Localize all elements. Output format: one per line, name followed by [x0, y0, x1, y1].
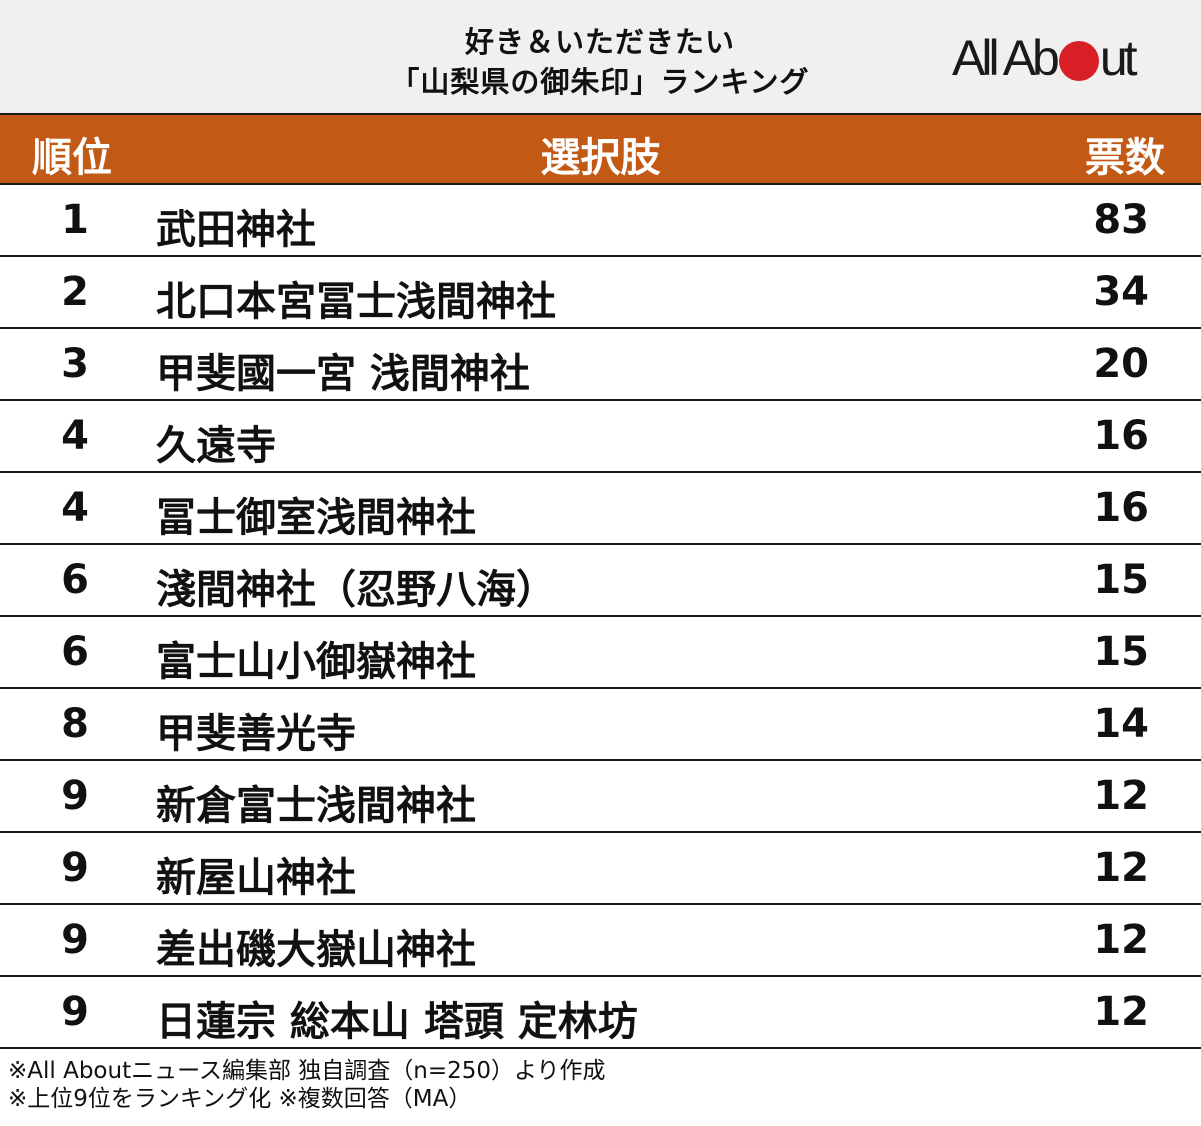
- name-cell: 日蓮宗 総本山 塔頭 定林坊: [156, 999, 638, 1045]
- header-votes: 票数: [1085, 135, 1165, 181]
- ranking-table: 1 武田神社 83 2 北口本宮冨士浅間神社 34 3 甲斐國一宮 浅間神社 2…: [0, 185, 1201, 1049]
- table-header: 選択肢 順位 票数: [0, 113, 1201, 185]
- votes-cell: 16: [1093, 413, 1149, 459]
- table-row: 1 武田神社 83: [0, 185, 1201, 257]
- rank-cell: 3: [61, 341, 89, 387]
- logo-red-dot-icon: [1058, 41, 1099, 81]
- name-cell: 甲斐國一宮 浅間神社: [156, 351, 530, 397]
- rank-cell: 1: [61, 197, 89, 243]
- rank-cell: 9: [61, 845, 89, 891]
- name-cell: 淺間神社（忍野八海）: [156, 567, 556, 613]
- votes-cell: 34: [1093, 269, 1149, 315]
- name-cell: 新屋山神社: [156, 855, 356, 901]
- table-row: 6 富士山小御嶽神社 15: [0, 617, 1201, 689]
- rank-cell: 9: [61, 773, 89, 819]
- name-cell: 新倉富士浅間神社: [156, 783, 476, 829]
- table-row: 9 日蓮宗 総本山 塔頭 定林坊 12: [0, 977, 1201, 1049]
- table-row: 4 冨士御室浅間神社 16: [0, 473, 1201, 545]
- rank-cell: 6: [61, 557, 89, 603]
- name-cell: 差出磯大嶽山神社: [156, 927, 476, 973]
- votes-cell: 20: [1093, 341, 1149, 387]
- footnote-source: ※All Aboutニュース編集部 独自調査（n=250）より作成: [8, 1058, 606, 1084]
- votes-cell: 16: [1093, 485, 1149, 531]
- votes-cell: 15: [1093, 629, 1149, 675]
- table-row: 3 甲斐國一宮 浅間神社 20: [0, 329, 1201, 401]
- table-row: 4 久遠寺 16: [0, 401, 1201, 473]
- table-row: 9 新屋山神社 12: [0, 833, 1201, 905]
- header-choice: 選択肢: [540, 135, 661, 181]
- table-row: 2 北口本宮冨士浅間神社 34: [0, 257, 1201, 329]
- votes-cell: 83: [1093, 197, 1149, 243]
- votes-cell: 12: [1093, 773, 1149, 819]
- title-line-2: 「山梨県の御朱印」ランキング: [390, 65, 810, 99]
- votes-cell: 14: [1093, 701, 1149, 747]
- table-row: 8 甲斐善光寺 14: [0, 689, 1201, 761]
- name-cell: 甲斐善光寺: [156, 711, 356, 757]
- votes-cell: 12: [1093, 845, 1149, 891]
- rank-cell: 4: [61, 413, 89, 459]
- table-row: 9 差出磯大嶽山神社 12: [0, 905, 1201, 977]
- name-cell: 武田神社: [156, 207, 316, 253]
- header-rank: 順位: [32, 135, 112, 181]
- rank-cell: 9: [61, 917, 89, 963]
- logo-text-before: All Ab: [952, 30, 1060, 86]
- name-cell: 北口本宮冨士浅間神社: [156, 279, 556, 325]
- rank-cell: 8: [61, 701, 89, 747]
- title-band: 好き＆いただきたい 「山梨県の御朱印」ランキング All Ab ut: [0, 0, 1201, 113]
- votes-cell: 12: [1093, 917, 1149, 963]
- name-cell: 久遠寺: [156, 423, 276, 469]
- name-cell: 富士山小御嶽神社: [156, 639, 476, 685]
- rank-cell: 6: [61, 629, 89, 675]
- logo-text-after: ut: [1099, 30, 1138, 86]
- page-title: 好き＆いただきたい 「山梨県の御朱印」ランキング: [300, 22, 900, 102]
- rank-cell: 4: [61, 485, 89, 531]
- footnote-method: ※上位9位をランキング化 ※複数回答（MA）: [8, 1086, 472, 1112]
- rank-cell: 2: [61, 269, 89, 315]
- allabout-logo: All Ab ut: [952, 30, 1138, 86]
- votes-cell: 12: [1093, 989, 1149, 1035]
- name-cell: 冨士御室浅間神社: [156, 495, 476, 541]
- title-line-1: 好き＆いただきたい: [464, 25, 735, 59]
- table-row: 6 淺間神社（忍野八海） 15: [0, 545, 1201, 617]
- votes-cell: 15: [1093, 557, 1149, 603]
- rank-cell: 9: [61, 989, 89, 1035]
- table-row: 9 新倉富士浅間神社 12: [0, 761, 1201, 833]
- footnotes: ※All Aboutニュース編集部 独自調査（n=250）より作成 ※上位9位を…: [8, 1057, 606, 1113]
